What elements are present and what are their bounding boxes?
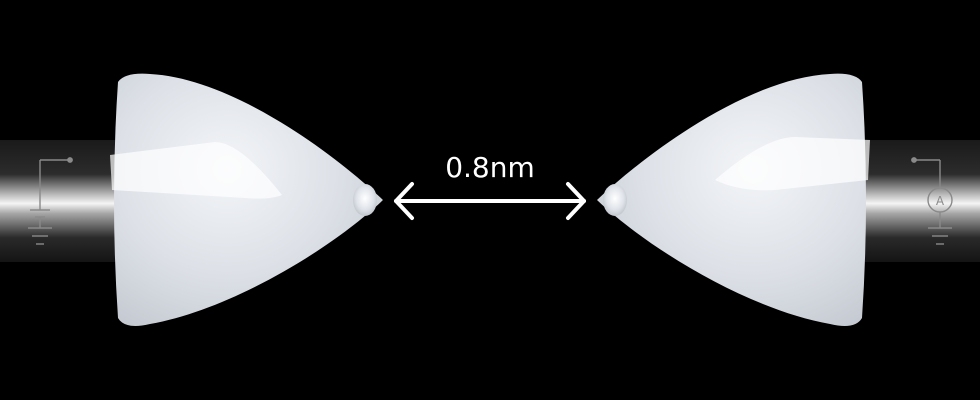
right-electrode [597, 73, 870, 327]
gap-distance-label: 0.8nm [445, 151, 535, 184]
ammeter-icon [911, 157, 953, 245]
right-tip-atom [603, 184, 627, 216]
gap-arrow [394, 182, 586, 220]
left-tip-atom [353, 184, 377, 216]
battery-icon [28, 157, 73, 245]
left-electrode [110, 73, 383, 327]
ammeter-letter: A [936, 194, 945, 208]
